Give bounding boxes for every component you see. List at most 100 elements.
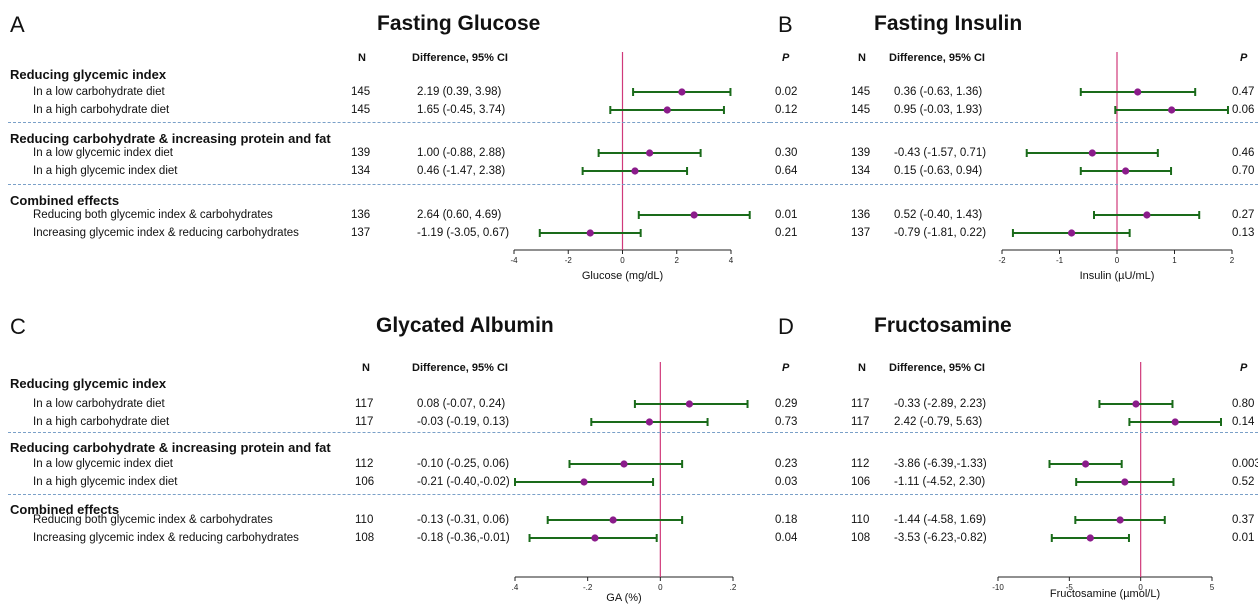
p-value-2-c: 0.73 [775, 416, 798, 428]
row-label-6-c: Increasing glycemic index & reducing car… [33, 532, 299, 544]
p-value-1-a: 0.02 [775, 86, 798, 98]
section-header-3-a: Combined effects [10, 193, 120, 208]
point-1-a [678, 88, 686, 96]
estimate-3-d [1048, 460, 1123, 468]
diff-value-3-a: 1.00 (-0.88, 2.88) [417, 147, 506, 159]
x-tick-label-5-a: 4 [728, 256, 734, 265]
divider-1-d [770, 432, 1258, 433]
n-value-5-d: 110 [851, 514, 870, 526]
p-value-1-b: 0.47 [1232, 86, 1255, 98]
point-2-d [1171, 418, 1179, 426]
section-header-1-a: Reducing glycemic index [10, 67, 167, 82]
header-p-a: P [782, 52, 790, 64]
p-value-2-a: 0.12 [775, 104, 798, 116]
x-axis-label-d: Fructosamine (µmol/L) [1049, 588, 1161, 600]
estimate-4-d [1075, 478, 1175, 486]
estimate-3-c [568, 460, 684, 468]
n-value-5-c: 110 [355, 514, 374, 526]
point-6-b [1067, 229, 1076, 237]
p-value-6-d: 0.01 [1232, 532, 1255, 544]
diff-value-5-d: -1.44 (-4.58, 1.69) [894, 514, 987, 526]
diff-value-1-c: 0.08 (-0.07, 0.24) [417, 398, 506, 410]
estimate-6-d [1050, 534, 1130, 542]
p-value-4-b: 0.70 [1232, 165, 1255, 177]
p-value-3-a: 0.30 [775, 147, 798, 159]
p-value-1-d: 0.80 [1232, 398, 1255, 410]
n-value-6-b: 137 [851, 227, 871, 239]
x-axis-label-b: Insulin (µU/mL) [1079, 270, 1155, 282]
panel-title-a: Fasting Glucose [377, 12, 541, 35]
estimate-3-a [597, 149, 702, 157]
section-header-3-c: Combined effects [10, 502, 120, 517]
point-6-a [586, 229, 594, 237]
point-5-b [1143, 211, 1151, 219]
row-label-4-c: In a high glycemic index diet [33, 476, 178, 488]
row-label-6-a: Increasing glycemic index & reducing car… [33, 227, 299, 239]
row-label-2-c: In a high carbohydrate diet [33, 416, 170, 428]
n-value-5-a: 136 [351, 209, 371, 221]
p-value-5-b: 0.27 [1232, 209, 1255, 221]
estimate-5-b [1093, 211, 1201, 219]
n-value-3-d: 112 [851, 458, 870, 470]
diff-value-4-a: 0.46 (-1.47, 2.38) [417, 165, 506, 177]
point-2-c [645, 418, 654, 426]
x-tick-label-1-d: -10 [992, 583, 1004, 592]
p-value-3-c: 0.23 [775, 458, 798, 470]
x-tick-label-4-b: 1 [1172, 256, 1177, 265]
p-value-6-b: 0.13 [1232, 227, 1255, 239]
estimate-5-c [546, 516, 684, 524]
p-value-6-c: 0.04 [775, 532, 798, 544]
p-value-5-a: 0.01 [775, 209, 798, 221]
estimate-6-b [1011, 229, 1131, 237]
panel-letter-c: C [10, 314, 26, 339]
estimate-1-a [632, 88, 732, 96]
diff-value-2-d: 2.42 (-0.79, 5.63) [894, 416, 983, 428]
estimate-3-b [1025, 149, 1159, 157]
row-label-4-a: In a high glycemic index diet [33, 165, 178, 177]
header-diff-b: Difference, 95% CI [889, 52, 985, 64]
n-value-3-c: 112 [355, 458, 374, 470]
n-value-4-c: 106 [355, 476, 375, 488]
p-value-4-d: 0.52 [1232, 476, 1255, 488]
n-value-6-d: 108 [851, 532, 871, 544]
p-value-1-c: 0.29 [775, 398, 798, 410]
x-tick-label-2-c: -.2 [582, 583, 593, 592]
point-4-d [1121, 478, 1129, 486]
section-header-2-c: Reducing carbohydrate & increasing prote… [10, 440, 331, 455]
point-4-a [631, 167, 639, 175]
estimate-6-c [528, 534, 658, 542]
divider-2-b [770, 184, 1258, 185]
row-label-5-c: Reducing both glycemic index & carbohydr… [33, 514, 273, 526]
header-n-b: N [858, 52, 866, 64]
diff-value-2-c: -0.03 (-0.19, 0.13) [417, 416, 510, 428]
panel-letter-a: A [10, 12, 25, 37]
x-tick-label-3-c: 0 [658, 583, 663, 592]
p-value-6-a: 0.21 [775, 227, 798, 239]
x-tick-label-3-b: 0 [1114, 256, 1120, 265]
x-tick-label-1-b: -2 [998, 256, 1006, 265]
diff-value-6-c: -0.18 (-0.36,-0.01) [417, 532, 510, 544]
row-label-3-a: In a low glycemic index diet [33, 147, 173, 159]
point-6-d [1086, 534, 1094, 542]
point-2-b [1168, 106, 1176, 114]
x-tick-label-3-a: 0 [620, 256, 625, 265]
n-value-5-b: 136 [851, 209, 871, 221]
divider-2-a [8, 184, 770, 185]
p-value-3-b: 0.46 [1232, 147, 1255, 159]
point-3-d [1081, 460, 1090, 468]
panel-title-d: Fructosamine [874, 314, 1012, 337]
header-p-b: P [1240, 52, 1248, 64]
divider-1-a [8, 122, 770, 123]
point-3-b [1088, 149, 1096, 157]
estimate-2-b [1114, 106, 1229, 114]
n-value-1-d: 117 [851, 398, 870, 410]
point-3-c [620, 460, 628, 468]
x-axis-label-a: Glucose (mg/dL) [581, 270, 664, 282]
estimate-1-d [1098, 400, 1174, 408]
estimate-4-c [514, 478, 655, 486]
point-5-c [609, 516, 617, 524]
diff-value-4-b: 0.15 (-0.63, 0.94) [894, 165, 983, 177]
p-value-2-b: 0.06 [1232, 104, 1255, 116]
